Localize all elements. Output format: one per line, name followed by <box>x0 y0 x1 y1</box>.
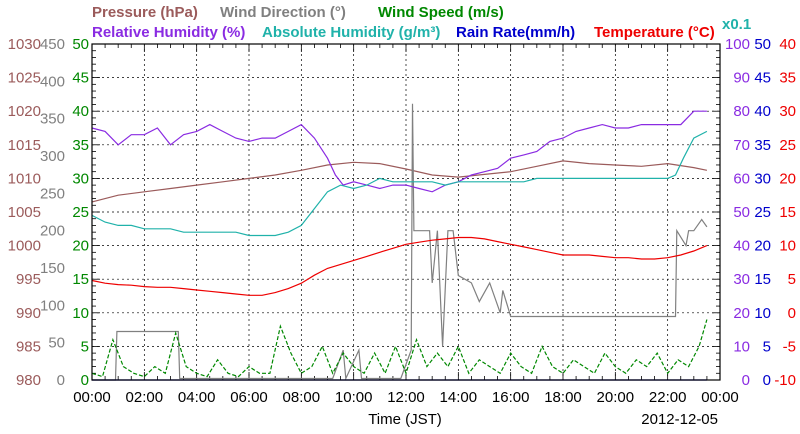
y-tick-wind_speed: 45 <box>72 70 89 87</box>
y-tick-wind_direction: 150 <box>40 260 65 277</box>
x-tick-label: 00:00 <box>73 389 111 406</box>
y-tick-pressure: 1000 <box>8 238 41 255</box>
y-tick-pressure: 980 <box>16 372 41 389</box>
y-tick-pressure: 1005 <box>8 204 41 221</box>
y-tick-humidity: 90 <box>733 70 750 87</box>
legend-temperature: Temperature (°C) <box>594 24 715 41</box>
y-tick-temperature: -10 <box>774 372 796 389</box>
series-line <box>91 110 707 193</box>
y-tick-rain_rate: 40 <box>754 103 771 120</box>
y-tick-humidity: 60 <box>733 170 750 187</box>
y-tick-wind_direction: 400 <box>40 73 65 90</box>
y-tick-wind_direction: 100 <box>40 297 65 314</box>
legend-wind-direction: Wind Direction (°) <box>220 4 346 21</box>
y-tick-temperature: 40 <box>779 36 796 53</box>
y-tick-humidity: 50 <box>733 204 750 221</box>
y-tick-rain_rate: 5 <box>763 338 771 355</box>
x-tick-label: 04:00 <box>178 389 216 406</box>
y-tick-wind_direction: 450 <box>40 36 65 53</box>
y-tick-pressure: 985 <box>16 338 41 355</box>
y-tick-humidity: 100 <box>725 36 750 53</box>
series-line <box>91 319 708 378</box>
y-tick-temperature: 35 <box>779 70 796 87</box>
y-tick-wind_speed: 20 <box>72 238 89 255</box>
x-tick-labels: 00:00 02:00 04:00 06:00 08:00 10:00 12:00 14:00… <box>73 389 739 406</box>
y-tick-temperature: 10 <box>779 238 796 255</box>
y-tick-temperature: 25 <box>779 137 796 154</box>
x-tick-label: 22:00 <box>649 389 687 406</box>
legend-relative-humidity: Relative Humidity (%) <box>92 24 245 41</box>
y-tick-wind_speed: 5 <box>81 338 89 355</box>
x-tick-label: 12:00 <box>387 389 425 406</box>
legend-pressure: Pressure (hPa) <box>92 4 198 21</box>
legend-rain-rate: Rain Rate(mm/h) <box>456 24 575 41</box>
y-tick-wind_speed: 35 <box>72 137 89 154</box>
y-tick-rain_rate: 45 <box>754 70 771 87</box>
y-tick-wind_direction: 300 <box>40 148 65 165</box>
y-tick-wind_direction: 0 <box>57 372 65 389</box>
y-tick-wind_direction: 200 <box>40 223 65 240</box>
y-tick-temperature: 15 <box>779 204 796 221</box>
y-tick-pressure: 995 <box>16 271 41 288</box>
x-tick-label: 16:00 <box>492 389 530 406</box>
y-tick-pressure: 1025 <box>8 70 41 87</box>
y-tick-pressure: 1015 <box>8 137 41 154</box>
y-tick-temperature: 20 <box>779 170 796 187</box>
y-tick-rain_rate: 20 <box>754 238 771 255</box>
y-tick-humidity: 70 <box>733 137 750 154</box>
x-tick-label: 20:00 <box>597 389 635 406</box>
y-tick-temperature: 0 <box>788 305 796 322</box>
x-axis-title: Time (JST) <box>368 411 442 428</box>
y-tick-wind_direction: 350 <box>40 111 65 128</box>
y-tick-temperature: -5 <box>783 338 796 355</box>
y-tick-temperature: 5 <box>788 271 796 288</box>
plot-frame <box>91 43 721 381</box>
y-tick-humidity: 20 <box>733 305 750 322</box>
y-tick-pressure: 1030 <box>8 36 41 53</box>
x-axis-date: 2012-12-05 <box>641 411 718 428</box>
y-tick-wind_speed: 25 <box>72 204 89 221</box>
y-tick-wind_speed: 30 <box>72 170 89 187</box>
y-tick-temperature: 30 <box>779 103 796 120</box>
y-tick-humidity: 0 <box>742 372 750 389</box>
y-tick-wind_speed: 15 <box>72 271 89 288</box>
x-tick-label: 06:00 <box>230 389 268 406</box>
y-tick-rain_rate: 10 <box>754 305 771 322</box>
y-tick-humidity: 40 <box>733 238 750 255</box>
legend-absolute-humidity: Absolute Humidity (g/m³) <box>262 24 440 41</box>
series-line <box>91 130 708 237</box>
y-tick-wind_speed: 10 <box>72 305 89 322</box>
axis-ticks: 1030102510201015101010051000995990985980… <box>8 36 796 389</box>
y-tick-pressure: 1010 <box>8 170 41 187</box>
x-tick-label: 14:00 <box>440 389 478 406</box>
y-tick-humidity: 80 <box>733 103 750 120</box>
y-tick-rain_rate: 50 <box>754 36 771 53</box>
y-tick-rain_rate: 15 <box>754 271 771 288</box>
x-tick-label: 10:00 <box>335 389 373 406</box>
series-line <box>91 236 708 296</box>
grid-lines <box>92 44 720 380</box>
y-tick-humidity: 10 <box>733 338 750 355</box>
y-tick-pressure: 1020 <box>8 103 41 120</box>
y-tick-wind_direction: 50 <box>48 335 65 352</box>
x-tick-label: 02:00 <box>126 389 164 406</box>
legend-wind-speed: Wind Speed (m/s) <box>378 4 504 21</box>
y-tick-rain_rate: 35 <box>754 137 771 154</box>
x-tick-label: 08:00 <box>283 389 321 406</box>
y-tick-rain_rate: 0 <box>763 372 771 389</box>
y-tick-wind_speed: 40 <box>72 103 89 120</box>
y-tick-pressure: 990 <box>16 305 41 322</box>
y-tick-rain_rate: 25 <box>754 204 771 221</box>
series-line <box>91 160 708 203</box>
x-tick-label: 00:00 <box>701 389 739 406</box>
y-tick-humidity: 30 <box>733 271 750 288</box>
y-tick-wind_speed: 0 <box>81 372 89 389</box>
y-tick-rain_rate: 30 <box>754 170 771 187</box>
legend-scale-note: x0.1 <box>722 16 751 33</box>
x-tick-label: 18:00 <box>544 389 582 406</box>
y-tick-wind_speed: 50 <box>72 36 89 53</box>
y-tick-wind_direction: 250 <box>40 185 65 202</box>
